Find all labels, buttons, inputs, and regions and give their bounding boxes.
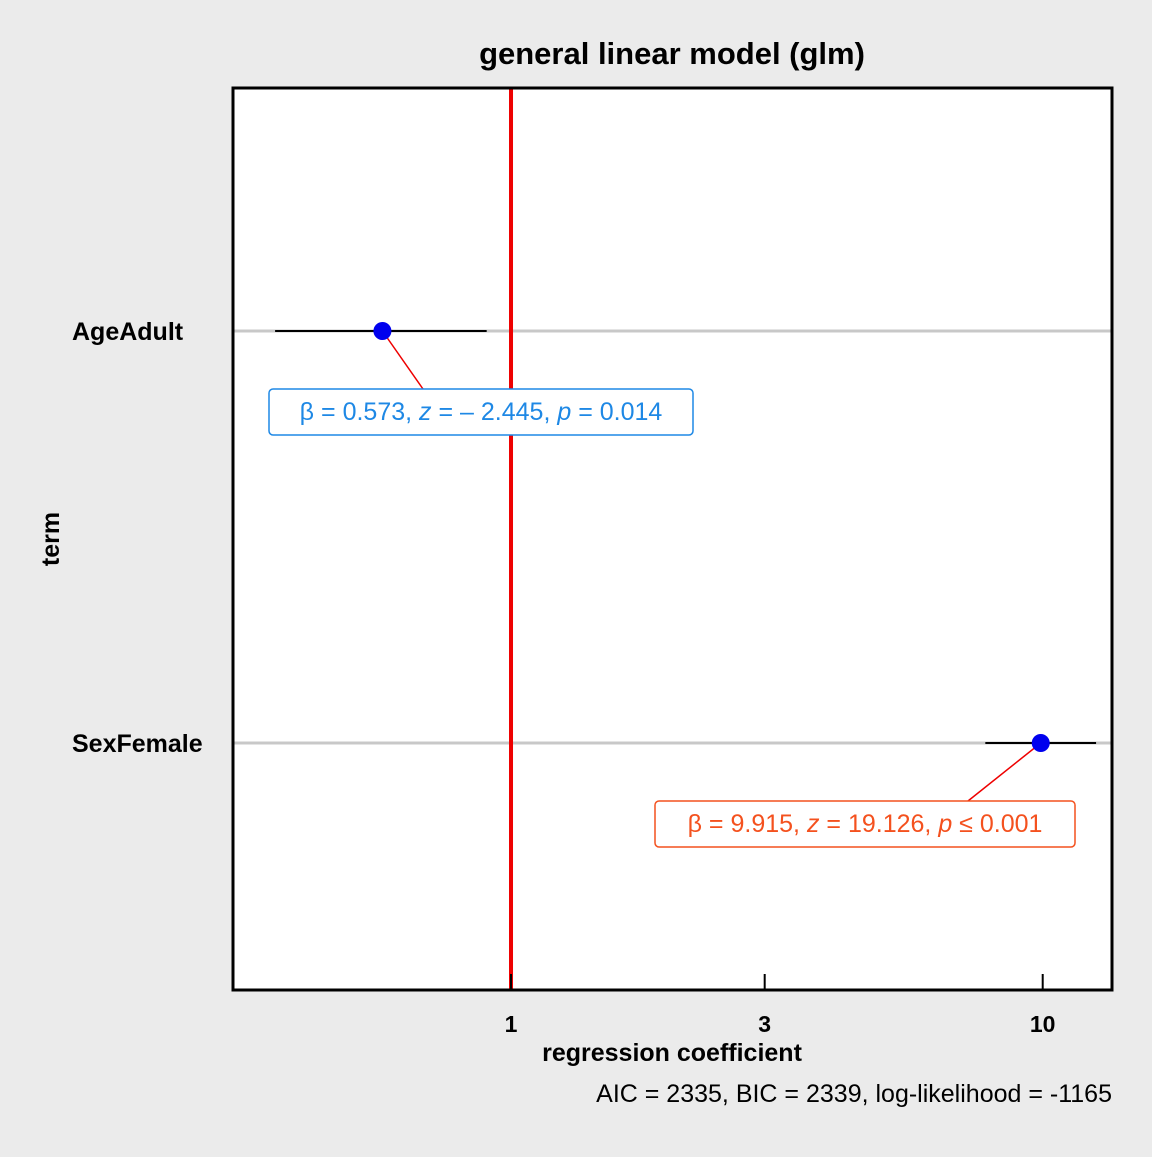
label-text-AgeAdult: β = 0.573, z = – 2.445, p = 0.014 (300, 398, 663, 426)
label-box-SexFemale (654, 800, 1076, 848)
plot-border (231, 86, 1114, 992)
marks-layer: β = 0.573, z = – 2.445, p = 0.014 β = 9.9… (268, 322, 1097, 848)
model-caption: AIC = 2335, BIC = 2339, log-likelihood =… (596, 1080, 1112, 1108)
axes-layer: 1 3 10 AgeAdult SexFemale (72, 318, 1055, 1037)
label-box-AgeAdult (268, 388, 694, 436)
x-axis-label: regression coefficient (542, 1039, 802, 1067)
label-leader-AgeAdult (381, 330, 424, 390)
x-tick-label-10: 10 (1030, 1011, 1056, 1037)
point-AgeAdult (373, 322, 392, 340)
y-axis-label: term (37, 512, 65, 566)
chart-title: general linear model (glm) (479, 36, 865, 71)
y-tick-label-SexFemale: SexFemale (72, 730, 203, 758)
plot-area (233, 88, 1112, 990)
label-text-SexFemale: β = 9.915, z = 19.126, p ≤ 0.001 (688, 810, 1043, 838)
y-tick-label-AgeAdult: AgeAdult (72, 318, 184, 346)
point-SexFemale (1031, 734, 1050, 752)
x-tick-label-3: 3 (758, 1011, 771, 1037)
label-leader-SexFemale (967, 742, 1042, 802)
x-tick-label-1: 1 (505, 1011, 518, 1037)
